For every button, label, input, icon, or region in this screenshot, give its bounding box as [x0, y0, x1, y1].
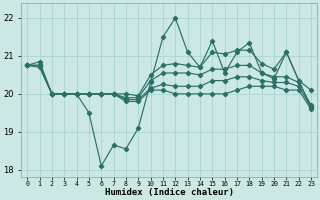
X-axis label: Humidex (Indice chaleur): Humidex (Indice chaleur): [105, 188, 234, 197]
